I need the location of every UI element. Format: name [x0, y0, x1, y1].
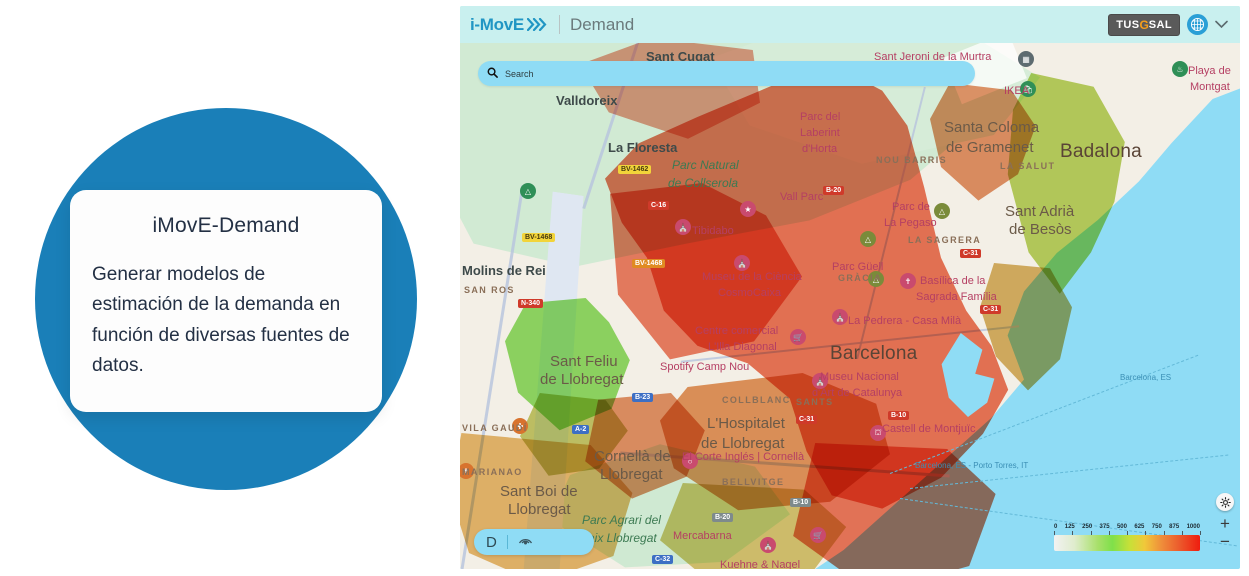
legend-tick: 375 — [1099, 524, 1110, 530]
poi-pin-icon[interactable]: ★ — [740, 201, 756, 217]
map-controls: + − — [1216, 493, 1234, 551]
road-shield: B-10 — [888, 411, 910, 420]
gear-icon[interactable] — [1216, 493, 1234, 511]
map-canvas[interactable]: ⛪ ★ ⛪ △ △ △ ✝ ⛪ 🛒 ⛪ ⛫ ○ 🛒 ▦ ♨ 🛍 △ ✚ ✝ ⛪ … — [460, 43, 1240, 569]
poi-pin-icon[interactable]: ⛪ — [734, 255, 750, 271]
header-actions: TUS G SAL — [1108, 13, 1232, 36]
page-title: Demand — [569, 14, 635, 34]
legend-tick-marks — [1054, 531, 1201, 535]
signal-radio-icon[interactable] — [518, 533, 533, 551]
road-shield: N-340 — [518, 299, 544, 308]
card-title: iMovE-Demand — [152, 214, 300, 237]
demand-color-legend: 0 125 250 375 500 625 750 875 1000 — [1054, 524, 1201, 551]
poi-pin-icon[interactable]: 🛒 — [790, 329, 806, 345]
poi-pin-icon[interactable]: 🛒 — [810, 527, 826, 543]
search-input[interactable]: Search — [505, 68, 534, 79]
road-shield: C-31 — [980, 305, 1002, 314]
poi-pin-icon[interactable]: ⛫ — [870, 425, 886, 441]
layer-letter-label: D — [486, 533, 497, 551]
legend-tick: 1000 — [1186, 524, 1200, 530]
legend-tick-labels: 0 125 250 375 500 625 750 875 1000 — [1054, 524, 1200, 530]
legend-gradient-bar — [1054, 535, 1200, 551]
header-divider — [558, 15, 560, 34]
road-shield: B-23 — [632, 393, 654, 402]
zoom-in-button[interactable]: + — [1220, 514, 1230, 533]
card-description: Generar modelos de estimación de la dema… — [92, 264, 350, 377]
tenant-badge[interactable]: TUS G SAL — [1108, 13, 1180, 36]
poi-pin-icon[interactable]: ⛪ — [812, 373, 828, 389]
poi-pin-icon[interactable]: 🛍 — [1020, 81, 1036, 97]
map-application: i-MovE Demand TUS G SAL — [460, 6, 1240, 569]
layer-toggle-control[interactable]: D — [474, 529, 594, 555]
pill-divider — [506, 535, 508, 549]
poi-pin-icon[interactable]: △ — [934, 203, 950, 219]
poi-pin-icon[interactable]: ▦ — [1018, 51, 1034, 67]
app-logo[interactable]: i-MovE — [470, 15, 549, 35]
info-card: iMovE-Demand Generar modelos de estimaci… — [70, 190, 382, 412]
poi-pin-icon[interactable]: ⛪ — [832, 309, 848, 325]
search-bar[interactable]: Search — [478, 61, 975, 86]
road-shield: C-32 — [652, 555, 674, 564]
poi-pin-icon[interactable]: ○ — [682, 453, 698, 469]
poi-pin-icon[interactable]: ⛪ — [675, 219, 691, 235]
road-shield: B-20 — [823, 186, 845, 195]
legend-tick: 0 — [1054, 524, 1058, 530]
poi-pin-icon[interactable]: ⛪ — [760, 537, 776, 553]
legend-tick: 125 — [1064, 524, 1075, 530]
road-shield: BV-1462 — [618, 165, 652, 174]
grid-globe-icon[interactable] — [1187, 14, 1208, 35]
poi-pin-icon[interactable]: △ — [868, 271, 884, 287]
chevron-down-icon[interactable] — [1215, 17, 1228, 32]
zoom-out-button[interactable]: − — [1220, 532, 1230, 551]
legend-tick: 250 — [1082, 524, 1093, 530]
road-shield: A-2 — [572, 425, 590, 434]
tenant-suffix: SAL — [1148, 18, 1172, 31]
left-info-panel: iMovE-Demand Generar modelos de estimaci… — [0, 0, 460, 576]
zoom-controls: + − — [1220, 515, 1230, 551]
tenant-middle: G — [1139, 17, 1149, 32]
poi-pin-icon[interactable]: ✚ — [512, 418, 528, 434]
app-header: i-MovE Demand TUS G SAL — [460, 6, 1240, 43]
tenant-prefix: TUS — [1116, 18, 1140, 31]
legend-tick: 750 — [1151, 524, 1162, 530]
road-shield: BV-1468 — [522, 233, 556, 242]
road-shield: C-16 — [648, 201, 670, 210]
demand-region[interactable] — [793, 443, 996, 569]
search-icon — [487, 65, 498, 83]
road-shield: B-10 — [790, 498, 812, 507]
poi-pin-icon[interactable]: △ — [860, 231, 876, 247]
poi-pin-icon[interactable]: △ — [520, 183, 536, 199]
road-shield: C-31 — [960, 249, 982, 258]
legend-tick: 625 — [1134, 524, 1145, 530]
poi-pin-icon[interactable]: ✝ — [460, 463, 474, 479]
legend-tick: 500 — [1116, 524, 1127, 530]
road-shield: B-20 — [712, 513, 734, 522]
legend-tick: 875 — [1169, 524, 1180, 530]
poi-pin-icon[interactable]: ✝ — [900, 273, 916, 289]
chevrons-right-icon — [526, 18, 549, 31]
road-shield: C-31 — [796, 415, 818, 424]
poi-pin-icon[interactable]: ♨ — [1172, 61, 1188, 77]
logo-text: i-MovE — [470, 14, 524, 34]
road-shield: BV-1468 — [632, 259, 666, 268]
